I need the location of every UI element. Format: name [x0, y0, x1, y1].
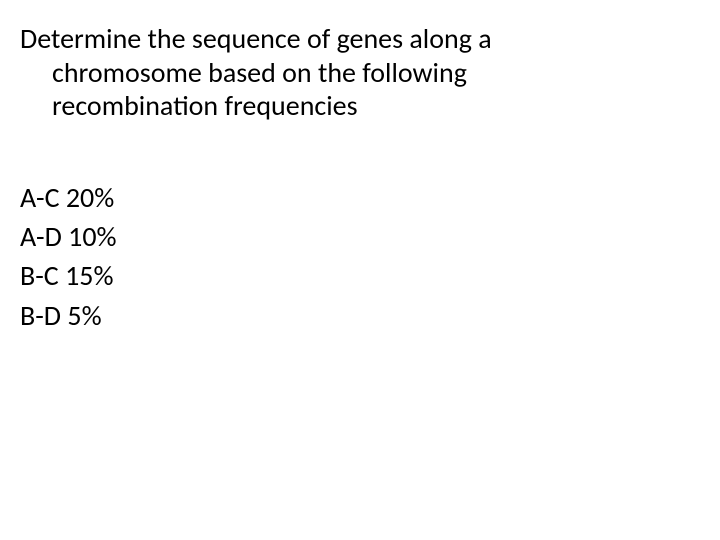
freq-value: 10% — [68, 219, 116, 254]
gene-pair: B-D — [20, 298, 61, 333]
list-item: B-C 15% — [20, 256, 117, 295]
freq-value: 15% — [65, 258, 113, 293]
gene-pair: B-C — [20, 258, 59, 293]
list-item: A-D 10% — [20, 217, 117, 256]
freq-value: 5% — [67, 298, 101, 333]
list-item: A-C 20% — [20, 178, 117, 217]
heading-line-3: recombination frequencies — [20, 89, 680, 123]
heading-line-1: Determine the sequence of genes along a — [20, 21, 492, 56]
list-item: B-D 5% — [20, 296, 117, 335]
gene-pair: A-D — [20, 219, 62, 254]
freq-value: 20% — [66, 180, 114, 215]
slide-heading: Determine the sequence of genes along a … — [20, 22, 680, 123]
heading-line-2: chromosome based on the following — [20, 56, 680, 90]
slide: Determine the sequence of genes along a … — [0, 0, 720, 540]
frequency-list: A-C 20% A-D 10% B-C 15% B-D 5% — [20, 178, 117, 335]
gene-pair: A-C — [20, 180, 60, 215]
